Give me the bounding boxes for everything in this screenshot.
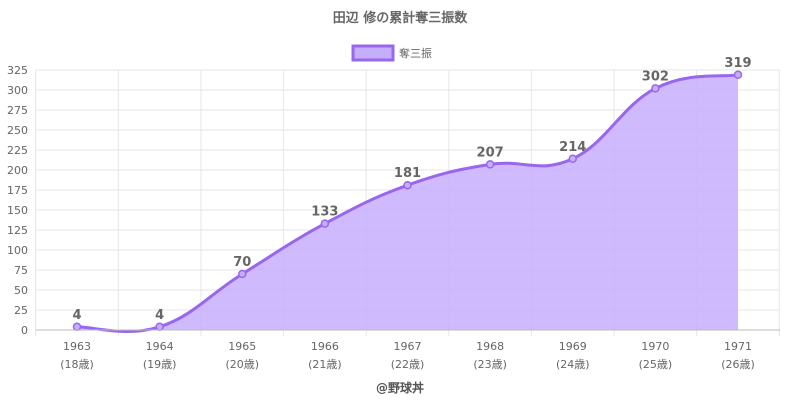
data-point[interactable] bbox=[403, 180, 412, 190]
x-tick-label: 1969 bbox=[559, 340, 587, 353]
y-tick-label: 175 bbox=[7, 184, 28, 197]
data-label: 302 bbox=[642, 69, 669, 84]
x-tick-sublabel: (25歳) bbox=[639, 358, 673, 371]
x-tick-label: 1965 bbox=[228, 340, 256, 353]
legend[interactable]: 奪三振 bbox=[351, 44, 432, 62]
source-credit: @野球丼 bbox=[376, 380, 424, 395]
x-tick-label: 1970 bbox=[641, 340, 669, 353]
y-tick-label: 150 bbox=[7, 204, 28, 217]
data-point[interactable] bbox=[485, 160, 495, 169]
legend-label: 奪三振 bbox=[399, 46, 432, 60]
y-tick-label: 25 bbox=[14, 304, 28, 317]
data-label: 319 bbox=[724, 56, 751, 71]
x-tick-label: 1967 bbox=[394, 340, 422, 353]
data-labels: 4 4 70 133 181 207 214 302 319 bbox=[72, 56, 751, 323]
x-tick-sublabel: (18歳) bbox=[60, 358, 94, 371]
y-tick-label: 250 bbox=[7, 124, 28, 137]
data-point[interactable] bbox=[320, 219, 330, 228]
data-label: 214 bbox=[559, 140, 586, 155]
y-tick-label: 0 bbox=[21, 324, 28, 337]
data-label: 70 bbox=[233, 255, 251, 270]
axes: 0 25 50 75 100 125 150 175 200 225 250 275 300 325 196… bbox=[7, 64, 780, 371]
x-tick-label: 1964 bbox=[146, 340, 174, 353]
x-tick-label: 1963 bbox=[63, 340, 91, 353]
data-label: 181 bbox=[394, 166, 421, 181]
data-point[interactable] bbox=[733, 70, 743, 80]
data-point[interactable] bbox=[155, 322, 164, 332]
x-tick-label: 1968 bbox=[476, 340, 504, 353]
y-tick-label: 75 bbox=[14, 264, 28, 277]
x-tick-sublabel: (24歳) bbox=[556, 358, 590, 371]
data-point[interactable] bbox=[238, 269, 247, 279]
data-point[interactable] bbox=[568, 154, 577, 164]
y-tick-label: 300 bbox=[7, 84, 28, 97]
legend-swatch bbox=[351, 44, 395, 62]
y-tick-label: 225 bbox=[7, 144, 28, 157]
y-tick-label: 275 bbox=[7, 104, 28, 117]
x-tick-sublabel: (22歳) bbox=[391, 358, 425, 371]
x-tick-sublabel: (19歳) bbox=[143, 358, 177, 371]
x-tick-label: 1966 bbox=[311, 340, 339, 353]
data-point[interactable] bbox=[651, 84, 660, 93]
y-tick-label: 325 bbox=[7, 64, 28, 77]
data-label: 4 bbox=[72, 308, 81, 323]
data-label: 133 bbox=[311, 205, 338, 220]
x-tick-sublabel: (26歳) bbox=[721, 358, 755, 371]
y-tick-label: 50 bbox=[14, 284, 28, 297]
x-tick-sublabel: (20歳) bbox=[225, 358, 259, 371]
plot-area bbox=[72, 70, 743, 333]
data-label: 207 bbox=[477, 145, 504, 160]
y-tick-label: 100 bbox=[7, 244, 28, 257]
chart-title: 田辺 修の累計奪三振数 bbox=[333, 10, 469, 26]
x-tick-sublabel: (21歳) bbox=[308, 358, 342, 371]
data-point[interactable] bbox=[72, 322, 82, 332]
y-tick-label: 200 bbox=[7, 164, 28, 177]
x-tick-label: 1971 bbox=[724, 340, 752, 353]
y-tick-label: 125 bbox=[7, 224, 28, 237]
x-tick-sublabel: (23歳) bbox=[473, 358, 507, 371]
series-area bbox=[77, 74, 738, 332]
data-label: 4 bbox=[155, 308, 164, 323]
